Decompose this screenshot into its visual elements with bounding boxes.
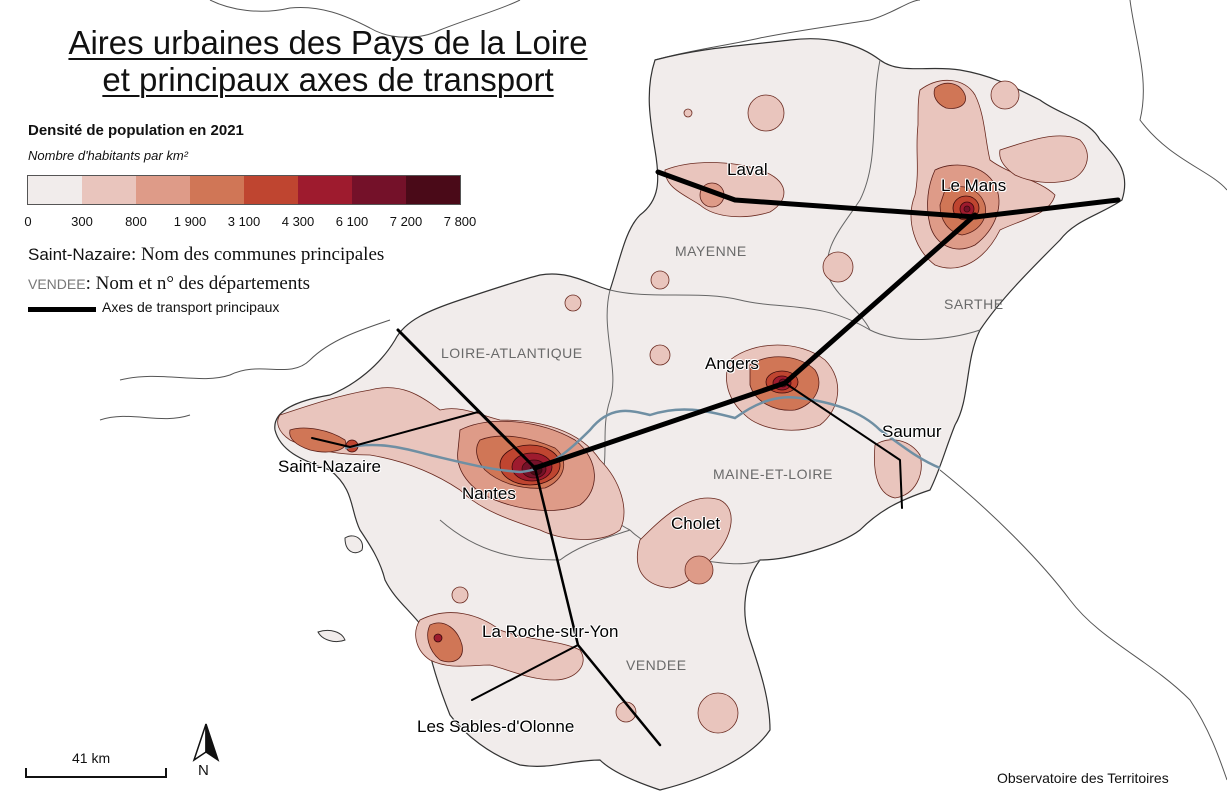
legend-axis-symbol: [28, 307, 96, 312]
legend-axis-label: Axes de transport principaux: [102, 299, 280, 315]
loire-river: [344, 395, 941, 474]
legend-swatch-3: [136, 176, 190, 204]
legend-commune-text: : Nom des communes principales: [131, 244, 385, 265]
legend-tick: 300: [71, 214, 93, 229]
legend-swatch-5: [244, 176, 298, 204]
city-label-saumur: Saumur: [882, 422, 942, 441]
source-credit: Observatoire des Territoires: [997, 770, 1169, 786]
scale-label: 41 km: [72, 750, 111, 766]
legend-tick: 1 900: [173, 214, 207, 229]
dept-label-vendee: VENDEE: [626, 657, 687, 673]
legend-swatch-7: [352, 176, 406, 204]
legend-swatch-8: [406, 176, 460, 204]
legend-tick: 6 100: [335, 214, 369, 229]
legend-communes: Saint-Nazaire: Nom des communes principa…: [28, 244, 384, 266]
legend-swatch-2: [82, 176, 136, 204]
legend-tick: 7 200: [389, 214, 423, 229]
legend-tick: 7 800: [443, 214, 477, 229]
legend-ticks: 0 300 800 1 900 3 100 4 300 6 100 7 200 …: [0, 214, 520, 234]
city-label-nantes: Nantes: [462, 484, 516, 503]
legend-color-scale: [27, 175, 461, 205]
legend-subheading: Nombre d'habitants par km²: [28, 148, 188, 163]
city-label-angers: Angers: [705, 354, 759, 373]
title-line-1: Aires urbaines des Pays de la Loire: [68, 24, 588, 61]
dept-label-loire-atlantique: LOIRE-ATLANTIQUE: [441, 345, 583, 361]
legend-heading: Densité de population en 2021: [28, 122, 244, 139]
city-label-les-sables-d-olonne: Les Sables-d'Olonne: [417, 717, 575, 736]
city-label-laval: Laval: [727, 160, 768, 179]
map-title: Aires urbaines des Pays de la Loire et p…: [28, 24, 628, 98]
legend-tick: 800: [125, 214, 147, 229]
city-label-la-roche-sur-yon: La Roche-sur-Yon: [482, 622, 619, 641]
title-line-2: et principaux axes de transport: [102, 61, 554, 98]
city-label-cholet: Cholet: [671, 514, 721, 533]
legend-tick: 3 100: [227, 214, 261, 229]
neighbor-borders: [99, 0, 1227, 781]
north-arrow-icon: [192, 723, 220, 762]
legend-dept-example: VENDEE: [28, 276, 86, 292]
legend-tick: 4 300: [281, 214, 315, 229]
dept-label-mayenne: MAYENNE: [675, 243, 747, 259]
legend-dept-text: : Nom et n° des départements: [85, 273, 311, 294]
legend-tick: 0: [24, 214, 32, 229]
transport-axes: [311, 169, 1121, 747]
north-label: N: [198, 762, 209, 779]
scale-bar: [25, 768, 167, 778]
legend-swatch-1: [28, 176, 82, 204]
islands: [317, 535, 364, 643]
legend-departments: VENDEE: Nom et n° des départements: [28, 273, 310, 295]
city-label-saint-nazaire: Saint-Nazaire: [278, 457, 381, 476]
dept-label-maine-et-loire: MAINE-ET-LOIRE: [713, 466, 833, 482]
legend-swatch-6: [298, 176, 352, 204]
dept-label-sarthe: SARTHE: [944, 296, 1004, 312]
legend-commune-example: Saint-Nazaire: [28, 245, 131, 264]
city-label-le-mans: Le Mans: [941, 176, 1007, 195]
legend-swatch-4: [190, 176, 244, 204]
